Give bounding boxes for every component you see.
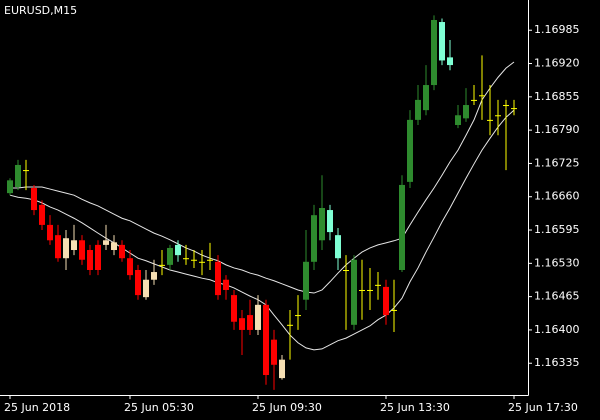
candle-body: [95, 244, 101, 270]
candle-body: [391, 309, 397, 311]
candle-body: [375, 284, 381, 286]
y-tick-label: 1.16400: [534, 323, 580, 336]
candle-body: [303, 261, 309, 300]
candle-body: [511, 108, 517, 110]
candle-body: [215, 261, 221, 296]
candle-body: [279, 359, 285, 379]
candle-body: [351, 259, 357, 325]
candle-body: [495, 115, 501, 117]
candle-body: [143, 279, 149, 298]
candle-body: [239, 318, 245, 330]
y-tick-label: 1.16595: [534, 223, 580, 236]
candle-body: [247, 315, 253, 330]
candle-body: [399, 184, 405, 270]
candle-body: [159, 264, 165, 266]
y-tick-label: 1.16660: [534, 190, 580, 203]
x-tick-label: 25 Jun 09:30: [252, 401, 322, 414]
candle-body: [175, 244, 181, 256]
candle-body: [167, 247, 173, 265]
x-tick-label: 25 Jun 17:30: [508, 401, 578, 414]
candle-body: [151, 272, 157, 280]
candle-body: [335, 235, 341, 259]
candle-body: [207, 259, 213, 261]
candle-body: [431, 19, 437, 86]
candle-body: [23, 170, 29, 172]
candle-body: [455, 115, 461, 126]
candle-body: [135, 269, 141, 296]
candle-body: [415, 99, 421, 120]
candle-body: [423, 85, 429, 111]
candle-body: [119, 244, 125, 259]
candle-body: [111, 242, 117, 251]
candle-body: [479, 95, 485, 97]
candle-body: [327, 210, 333, 233]
candle-body: [295, 315, 301, 317]
candle-body: [271, 339, 277, 365]
candle-body: [55, 235, 61, 259]
candle-body: [199, 261, 205, 263]
candle-body: [367, 289, 373, 291]
candle-body: [359, 289, 365, 291]
candle-body: [223, 279, 229, 290]
candle-body: [103, 240, 109, 245]
moving-average-line: [10, 61, 515, 294]
candle-body: [447, 57, 453, 66]
y-tick-label: 1.16855: [534, 90, 580, 103]
candle-body: [31, 188, 37, 211]
candle-body: [471, 99, 477, 101]
candle-body: [439, 22, 445, 61]
candle-body: [63, 238, 69, 259]
candle-body: [311, 215, 317, 262]
candle-body: [15, 164, 21, 187]
candle-body: [231, 295, 237, 322]
candle-body: [319, 208, 325, 241]
candle-body: [191, 259, 197, 261]
x-tick-label: 25 Jun 13:30: [380, 401, 450, 414]
candle-body: [79, 240, 85, 260]
candle-body: [127, 258, 133, 276]
candle-body: [7, 180, 13, 194]
chart-title: EURUSD,M15: [4, 4, 77, 17]
candle-body: [47, 224, 53, 241]
candle-body: [407, 119, 413, 182]
candle-body: [287, 324, 293, 326]
candle-body: [183, 258, 189, 260]
x-tick-label: 25 Jun 05:30: [124, 401, 194, 414]
candle-body: [343, 269, 349, 271]
y-tick-label: 1.16465: [534, 290, 580, 303]
y-tick-label: 1.16725: [534, 156, 580, 169]
candle-body: [503, 105, 509, 107]
candle-body: [263, 304, 269, 376]
y-tick-label: 1.16790: [534, 123, 580, 136]
y-tick-label: 1.16920: [534, 57, 580, 70]
y-tick-label: 1.16530: [534, 256, 580, 269]
y-tick-label: 1.16985: [534, 23, 580, 36]
y-tick-label: 1.16335: [534, 356, 580, 369]
candle-body: [255, 304, 261, 330]
candle-body: [383, 286, 389, 316]
x-tick-label: 25 Jun 2018: [4, 401, 70, 414]
moving-average-line: [9, 109, 515, 351]
candle-body: [463, 105, 469, 119]
candle-body: [487, 119, 493, 121]
candle-body: [87, 250, 93, 270]
candle-body: [71, 240, 77, 251]
candle-body: [39, 204, 45, 225]
